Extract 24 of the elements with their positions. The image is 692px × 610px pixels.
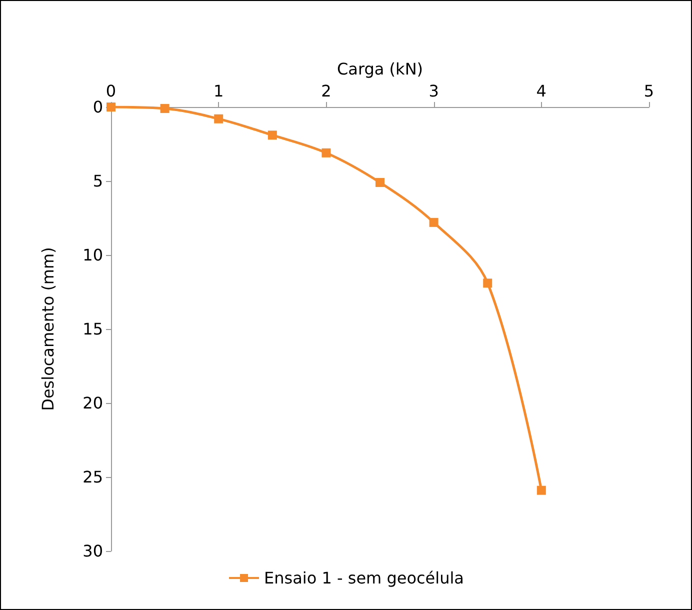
x-axis-title: Carga (kN) (336, 60, 424, 78)
y-tick-label: 25 (82, 468, 103, 486)
point (376, 178, 384, 187)
y-tick-label: 10 (82, 246, 103, 264)
x-tick-label: 0 (106, 82, 116, 100)
y-tick-label: 20 (82, 394, 103, 412)
point (483, 278, 492, 288)
point (536, 486, 546, 495)
x-tick-label: 5 (644, 82, 654, 100)
point (429, 218, 438, 227)
point (268, 130, 277, 140)
point (160, 104, 170, 113)
x-tick-label: 2 (321, 82, 332, 100)
y-tick-label: 0 (92, 98, 103, 116)
y-tick-label: 5 (92, 172, 103, 190)
point (322, 148, 331, 158)
x-tick-label: 4 (536, 82, 546, 100)
point (214, 114, 224, 124)
y-tick-label: 30 (82, 542, 103, 560)
x-tick-label: 3 (428, 82, 439, 100)
y-tick-label: 15 (82, 320, 103, 338)
y-axis-title: Deslocamento (mm) (38, 247, 58, 411)
x-tick-label: 1 (214, 82, 224, 100)
legend-label: Ensaio 1 - sem geocélula (264, 568, 464, 588)
